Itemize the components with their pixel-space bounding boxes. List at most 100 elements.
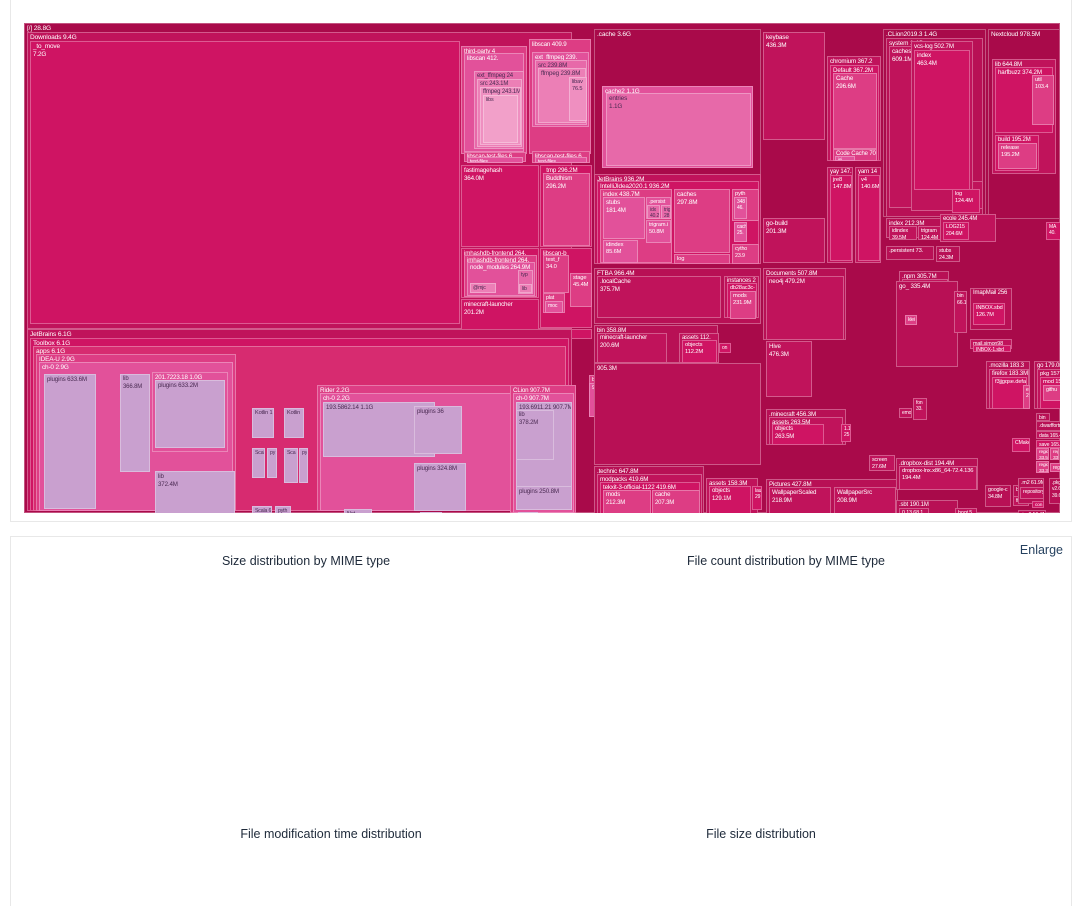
treemap-node[interactable]: test-files [535, 157, 587, 163]
treemap-node[interactable]: release 195.2M [998, 143, 1037, 169]
treemap-node[interactable]: WallpaperSrc 208.9M [834, 487, 896, 513]
treemap-node[interactable]: f3jjgqse.defau [992, 377, 1027, 409]
treemap-node[interactable]: pyth [275, 506, 291, 513]
treemap-node[interactable]: con [1032, 501, 1044, 508]
treemap-node[interactable]: trig 28 [661, 205, 671, 219]
treemap-node[interactable]: google-c 34.8M [985, 485, 1011, 507]
treemap-node[interactable]: .pkg v2.6 39.6 [1049, 478, 1060, 504]
treemap-node[interactable]: .ivy2 56.7M [1018, 510, 1046, 513]
treemap-node[interactable]: fastimagehash 364.0M [461, 165, 539, 247]
treemap-node[interactable]: objects 263.5M [772, 424, 824, 445]
treemap-node[interactable]: save 165.4M [1036, 440, 1060, 448]
treemap-node[interactable]: bin 66.1 [954, 291, 967, 333]
treemap-node[interactable]: 348 46. [734, 197, 747, 219]
treemap-node[interactable]: _to_move 7.2G [30, 41, 460, 324]
treemap-node[interactable]: Scal [252, 448, 265, 478]
treemap-node[interactable]: githu [1043, 385, 1060, 401]
treemap-node[interactable]: Scala 6 [252, 506, 272, 513]
treemap-node[interactable]: INBOX.sbd 126.7M [973, 303, 1005, 325]
treemap-node[interactable]: LOG215 204.6M [943, 222, 969, 240]
treemap-node[interactable]: objects 112.2M [682, 340, 717, 363]
treemap-node[interactable]: caches 297.8M [674, 189, 730, 253]
treemap-node[interactable]: util 103.4 [1032, 75, 1054, 125]
treemap-node[interactable]: cach 25. [734, 222, 747, 242]
treemap-node[interactable]: 1.1 25 [841, 424, 851, 442]
treemap-visualization[interactable]: [/] 28.8G Downloads 9.4G _to_move 7.2G thir… [24, 23, 1060, 513]
treemap-node[interactable]: mods 231.9M [730, 291, 756, 319]
treemap-node[interactable]: .localCache 375.7M [597, 276, 721, 318]
treemap-node[interactable]: lib 372.4M [155, 471, 235, 513]
treemap-node[interactable]: lib 366.8M [120, 374, 150, 472]
chart-file-size-distribution[interactable]: 320k300k280kFile count [11, 537, 1071, 906]
treemap-node[interactable]: idindex 85.6M [603, 240, 638, 263]
treemap-node[interactable]: WallpaperScaled 218.9M [769, 487, 831, 513]
treemap-node[interactable]: on [719, 343, 731, 353]
treemap-node[interactable]: plugins 250.8M [516, 486, 572, 510]
treemap-node[interactable]: Hive 476.3M [766, 341, 812, 397]
treemap-node[interactable]: jsi [835, 156, 855, 161]
treemap-node[interactable]: .persistent 73. [886, 246, 934, 260]
treemap-node[interactable]: idx 40.2 [647, 205, 660, 219]
treemap-node[interactable]: jre8 147.8M [830, 175, 852, 261]
treemap-node[interactable]: data 165.4M [1036, 431, 1060, 439]
treemap-node[interactable]: regio 33.5 [1036, 448, 1049, 460]
treemap-node[interactable]: Net [344, 509, 372, 513]
treemap-node[interactable]: lib [420, 512, 442, 513]
treemap-node[interactable]: trigram.i 50.8M [646, 220, 671, 243]
treemap-node[interactable]: go-build 201.3M [763, 218, 825, 263]
treemap-node[interactable]: log 124.4M [952, 189, 980, 213]
treemap-node[interactable]: moc [545, 301, 563, 313]
treemap-node[interactable]: objects 129.1M [709, 486, 751, 513]
treemap-node[interactable]: lib [518, 512, 538, 513]
treemap-node[interactable]: boot 5 [955, 508, 977, 513]
treemap-node[interactable]: e 2 [1023, 385, 1030, 409]
treemap-node[interactable]: stubs 181.4M [603, 197, 645, 239]
treemap-node[interactable]: stage 45.4M [570, 273, 592, 307]
treemap-node[interactable]: lau 29 [752, 486, 762, 510]
treemap-node[interactable]: stubs 24.3M [936, 246, 960, 262]
treemap-node[interactable]: lib 378.2M [516, 410, 554, 460]
treemap-node[interactable]: bin [1036, 413, 1050, 421]
treemap-node[interactable]: minecraft-launcher 201.2M [461, 299, 539, 331]
treemap-node[interactable]: cache 207.3M [652, 490, 700, 513]
treemap-node[interactable]: plugins 633.2M [155, 380, 225, 448]
treemap-node[interactable]: 0.13 68.1 [899, 508, 929, 513]
treemap-node[interactable]: test_f 34.0 [543, 255, 569, 293]
treemap-node[interactable]: mods 212.3M [603, 490, 651, 513]
treemap-node[interactable]: dropbox-lnx.x86_64-72.4.136 194.4M [899, 466, 977, 490]
treemap-node[interactable]: repository [1020, 487, 1044, 499]
treemap-node[interactable]: keybase 436.3M [763, 32, 825, 140]
treemap-node[interactable]: cytho 23.9 [732, 244, 759, 264]
treemap-node[interactable]: log 103.8M [674, 254, 730, 264]
treemap-node[interactable]: regio 33.3 [1036, 461, 1049, 473]
treemap-node[interactable]: reg 33. [1050, 448, 1059, 460]
treemap-node[interactable]: libs [483, 95, 518, 143]
treemap-node[interactable]: INBOX-1.sbd [973, 345, 1011, 352]
treemap-node[interactable]: neo4j 479.2M [766, 276, 844, 340]
treemap-node[interactable]: minecraft-launcher 200.6M [597, 333, 667, 363]
treemap-node[interactable]: v4 140.6M [858, 175, 880, 261]
treemap-node[interactable]: entries 1.1G [606, 93, 751, 166]
treemap-node[interactable]: Kotlin [284, 408, 304, 438]
treemap-node[interactable]: lib [519, 284, 532, 293]
treemap-node[interactable]: py [299, 448, 308, 483]
treemap-node[interactable]: index 463.4M [914, 50, 970, 190]
treemap-node[interactable]: Kotlin 1 [252, 408, 274, 438]
treemap-node[interactable]: CMake [1012, 438, 1030, 452]
enlarge-button[interactable]: Enlarge [1019, 543, 1063, 557]
treemap-node[interactable]: region2 [1050, 463, 1060, 472]
treemap-node[interactable]: emo [899, 408, 912, 418]
treemap-node[interactable]: plugins 324.8M [414, 463, 466, 511]
treemap-node[interactable]: Sca [284, 448, 298, 483]
treemap-node[interactable]: screen 27.6M [869, 455, 895, 471]
treemap-node[interactable]: klei [905, 315, 917, 325]
treemap-node[interactable]: @mjc [470, 283, 496, 293]
treemap-node[interactable]: .dwarffortress [1036, 421, 1060, 431]
treemap-node[interactable]: Cache 296.6M [833, 73, 877, 149]
treemap-node[interactable]: plugins 36 [414, 406, 462, 454]
treemap-node[interactable]: py [267, 448, 277, 478]
treemap-node[interactable]: idindex 39.5M [889, 226, 917, 240]
treemap-node[interactable]: 905.3M [594, 363, 761, 465]
treemap-node[interactable]: Buddhism 296.2M [543, 173, 590, 246]
treemap-node[interactable]: MA 40. [1046, 222, 1060, 240]
